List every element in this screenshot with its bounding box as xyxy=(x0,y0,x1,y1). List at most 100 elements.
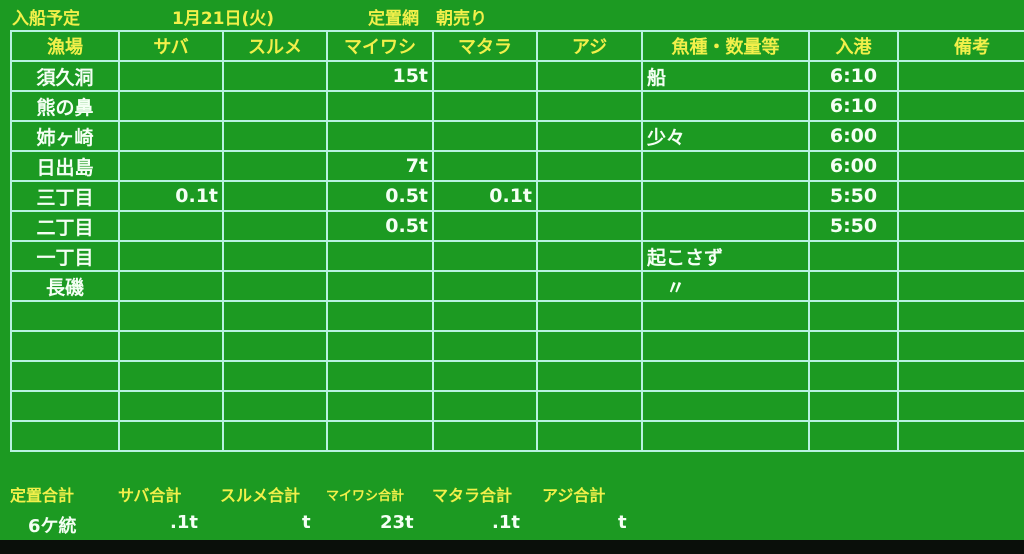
table-cell xyxy=(641,180,810,212)
table-cell xyxy=(897,360,1024,392)
display-board: 入船予定 1月21日(火) 定置網 朝売り 漁場 サバ スルメ マイワシ マタラ アジ 魚種… xyxy=(0,0,1024,540)
board-type: 定置網 朝売り xyxy=(368,9,487,29)
table-cell xyxy=(432,300,538,332)
column-header: 備考 xyxy=(897,30,1024,62)
table-cell xyxy=(897,390,1024,422)
table-row: 一丁目 起こさず xyxy=(10,240,1024,272)
table-cell xyxy=(808,330,899,362)
table-row xyxy=(10,420,1024,452)
table-cell xyxy=(222,150,328,182)
table-cell xyxy=(536,150,643,182)
table-cell: 姉ヶ崎 xyxy=(10,120,120,152)
table-row: 日出島 7t 6:00 xyxy=(10,150,1024,182)
total-value: 23t xyxy=(380,512,414,533)
table-cell xyxy=(536,270,643,302)
table-cell xyxy=(326,360,434,392)
table-cell: 0.5t xyxy=(326,180,434,212)
table-cell xyxy=(326,120,434,152)
table-cell xyxy=(808,360,899,392)
column-header: マイワシ xyxy=(326,30,434,62)
table-cell: 起こさず xyxy=(641,240,810,272)
table-cell xyxy=(897,270,1024,302)
column-header: 漁場 xyxy=(10,30,120,62)
table-cell xyxy=(432,420,538,452)
table-cell xyxy=(536,120,643,152)
total-label: 定置合計 xyxy=(10,486,75,505)
table-cell xyxy=(897,240,1024,272)
table-cell xyxy=(326,390,434,422)
table-row: 三丁目 0.1t 0.5t 0.1t 5:50 xyxy=(10,180,1024,212)
table-cell xyxy=(536,60,643,92)
table-cell: 15t xyxy=(326,60,434,92)
table-cell: 日出島 xyxy=(10,150,120,182)
table-cell: 0.5t xyxy=(326,210,434,242)
table-cell xyxy=(222,390,328,422)
board-date: 1月21日(火) xyxy=(172,9,275,29)
table-cell: 熊の鼻 xyxy=(10,90,120,122)
table-cell xyxy=(432,390,538,422)
table-cell: 5:50 xyxy=(808,180,899,212)
table-row: 姉ヶ崎 少々 6:00 xyxy=(10,120,1024,152)
table-cell xyxy=(808,420,899,452)
column-header: スルメ xyxy=(222,30,328,62)
table-cell: 6:00 xyxy=(808,150,899,182)
table-cell: 〃 xyxy=(641,270,810,302)
table-cell xyxy=(641,390,810,422)
table-cell xyxy=(118,120,224,152)
table-cell xyxy=(222,120,328,152)
total-value: 6ケ統 xyxy=(28,516,77,537)
table-cell: 少々 xyxy=(641,120,810,152)
table-cell xyxy=(641,90,810,122)
table-cell xyxy=(641,150,810,182)
table-cell xyxy=(326,420,434,452)
table-cell xyxy=(897,300,1024,332)
table-cell xyxy=(641,420,810,452)
table-cell: 0.1t xyxy=(432,180,538,212)
column-header: サバ xyxy=(118,30,224,62)
table-cell xyxy=(536,210,643,242)
table-cell xyxy=(432,330,538,362)
table-cell xyxy=(536,390,643,422)
total-label: マタラ合計 xyxy=(432,486,513,505)
table-cell xyxy=(808,270,899,302)
table-cell xyxy=(536,330,643,362)
table-cell xyxy=(118,300,224,332)
table-cell: 6:00 xyxy=(808,120,899,152)
table-cell xyxy=(222,240,328,272)
table-cell: 0.1t xyxy=(118,180,224,212)
table-cell: 7t xyxy=(326,150,434,182)
table-cell xyxy=(536,90,643,122)
total-value: .1t xyxy=(170,512,198,533)
table-cell xyxy=(897,150,1024,182)
table-cell: 須久洞 xyxy=(10,60,120,92)
table-row: 須久洞 15t 船 6:10 xyxy=(10,60,1024,92)
total-label: アジ合計 xyxy=(542,486,606,505)
table-cell xyxy=(897,120,1024,152)
table-cell xyxy=(897,210,1024,242)
table-cell xyxy=(10,330,120,362)
table-cell xyxy=(222,210,328,242)
table-cell xyxy=(326,240,434,272)
table-cell: 一丁目 xyxy=(10,240,120,272)
table-cell xyxy=(326,90,434,122)
table-row xyxy=(10,300,1024,332)
table-cell xyxy=(222,180,328,212)
table-cell: 6:10 xyxy=(808,90,899,122)
table-cell xyxy=(536,300,643,332)
table-cell: 長磯 xyxy=(10,270,120,302)
table-cell xyxy=(326,300,434,332)
table-cell xyxy=(536,240,643,272)
table-cell xyxy=(118,330,224,362)
table-cell: 三丁目 xyxy=(10,180,120,212)
table-cell xyxy=(897,180,1024,212)
table-cell xyxy=(222,90,328,122)
table-cell xyxy=(10,360,120,392)
table-cell xyxy=(641,210,810,242)
table-cell xyxy=(897,330,1024,362)
table-cell xyxy=(808,240,899,272)
total-label: サバ合計 xyxy=(118,486,182,505)
table-row: 熊の鼻 6:10 xyxy=(10,90,1024,122)
arrival-table: 漁場 サバ スルメ マイワシ マタラ アジ 魚種・数量等 入港 備考 須久洞 15t 船 6:10 熊の… xyxy=(10,30,1024,452)
table-cell xyxy=(222,360,328,392)
table-row: 二丁目 0.5t 5:50 xyxy=(10,210,1024,242)
